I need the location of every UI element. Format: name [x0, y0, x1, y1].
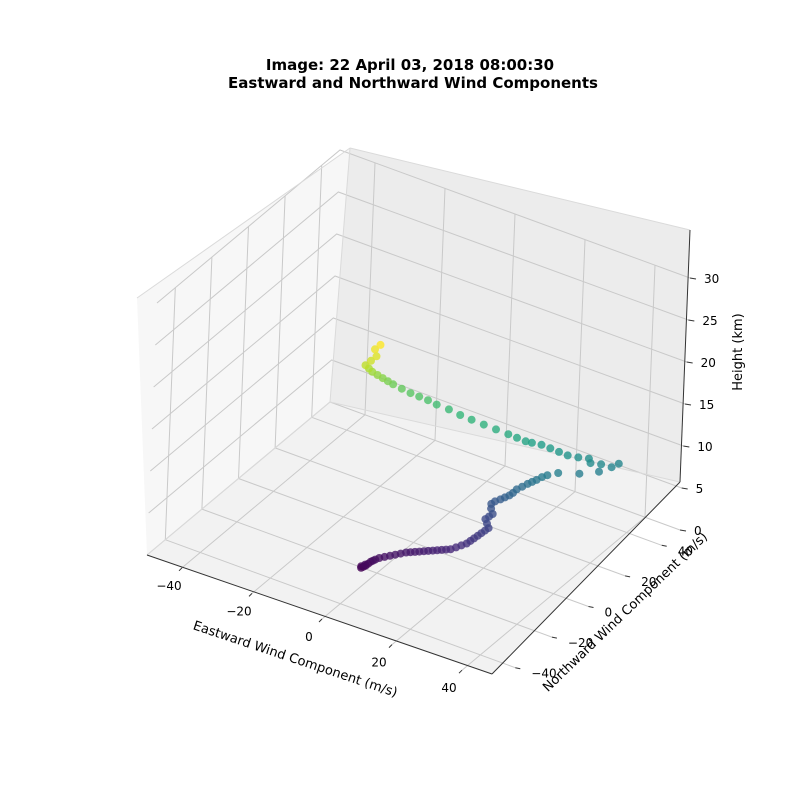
data-point	[574, 453, 583, 462]
z-gridline	[153, 233, 687, 388]
x-tick-mark	[458, 669, 463, 674]
data-point	[372, 352, 381, 361]
y-tick-label: 0	[605, 606, 613, 620]
z-tick-mark	[683, 445, 690, 448]
z-gridline	[150, 317, 684, 472]
x-tick-mark	[248, 593, 253, 597]
data-point	[575, 469, 584, 478]
x-tick-mark	[178, 567, 183, 572]
z-tick-label: 30	[704, 272, 719, 286]
z-tick-label: 5	[696, 482, 704, 496]
z-gridline	[148, 359, 682, 514]
z-tick-label: 15	[699, 398, 714, 412]
data-point	[555, 447, 563, 456]
data-point	[367, 356, 375, 365]
z-tick-mark	[686, 361, 693, 364]
data-point	[467, 415, 476, 424]
data-point	[527, 438, 536, 447]
data-point	[543, 471, 552, 480]
y-axis-line	[491, 481, 681, 675]
floor-pane	[147, 402, 680, 674]
z-gridline	[156, 149, 691, 304]
x-tick-label: 40	[441, 681, 456, 695]
data-point	[444, 405, 453, 414]
data-point	[424, 396, 432, 405]
data-point	[595, 467, 603, 476]
data-point	[597, 460, 606, 469]
data-point	[607, 463, 616, 472]
axes-panes	[137, 148, 690, 674]
z-gridline	[151, 275, 686, 430]
y-tick-label: 40	[678, 544, 693, 558]
z-tick-mark	[681, 487, 688, 490]
data-point	[479, 420, 488, 429]
y-tick-mark	[551, 636, 557, 639]
x-tick-label: −40	[156, 579, 181, 593]
pane-edge-left-top	[136, 147, 351, 299]
chart-subtitle: Eastward and Northward Wind Components	[228, 74, 598, 92]
scatter-points	[357, 340, 623, 572]
z-tick-label: 0	[694, 524, 702, 538]
y-tick-mark	[661, 544, 667, 547]
data-point	[371, 345, 379, 354]
z-tick-mark	[689, 277, 697, 280]
z-axis-label: Height (km)	[731, 313, 746, 390]
y-tick-mark	[515, 667, 521, 670]
data-point	[614, 459, 623, 468]
data-point	[563, 451, 572, 460]
data-point	[584, 454, 593, 463]
x-tick-mark	[318, 618, 323, 623]
data-point	[546, 444, 555, 453]
data-point	[492, 425, 500, 434]
y-tick-label: 20	[641, 575, 656, 589]
x-tick-mark	[388, 644, 393, 648]
data-point	[361, 361, 370, 370]
x-tick-label: 20	[371, 656, 386, 670]
y-tick-label: −40	[531, 667, 556, 681]
data-point	[513, 433, 521, 442]
data-point	[456, 411, 465, 419]
data-point	[397, 384, 406, 393]
data-point	[406, 389, 415, 398]
data-point	[504, 430, 513, 439]
y-tick-mark	[625, 575, 631, 578]
z-tick-mark	[684, 403, 692, 406]
pane-edge-back-top	[349, 147, 691, 231]
pane-edge-left-bottom	[146, 401, 331, 556]
y-tick-mark	[588, 606, 594, 608]
data-point	[432, 400, 441, 409]
data-point	[537, 440, 546, 449]
z-tick-label: 25	[702, 314, 717, 328]
axis-lines	[146, 229, 691, 675]
chart-title: Image: 22 April 03, 2018 08:00:30	[266, 56, 554, 74]
x-tick-label: 0	[305, 630, 313, 644]
pane-edges	[136, 147, 691, 556]
z-tick-label: 20	[701, 356, 716, 370]
pane-edge-back-bottom	[329, 401, 681, 483]
data-point	[554, 469, 563, 477]
data-point	[376, 340, 385, 349]
y-tick-label: −20	[568, 636, 593, 650]
x-tick-label: −20	[226, 604, 251, 618]
z-axis-line	[679, 229, 691, 483]
data-point	[415, 392, 424, 401]
pane-edge-back-corner	[329, 147, 351, 403]
z-tick-mark	[679, 529, 687, 532]
z-tick-label: 10	[697, 440, 712, 454]
data-point	[521, 437, 530, 446]
x-axis-line	[146, 554, 493, 675]
z-gridline	[155, 191, 689, 346]
z-tick-mark	[688, 319, 695, 322]
